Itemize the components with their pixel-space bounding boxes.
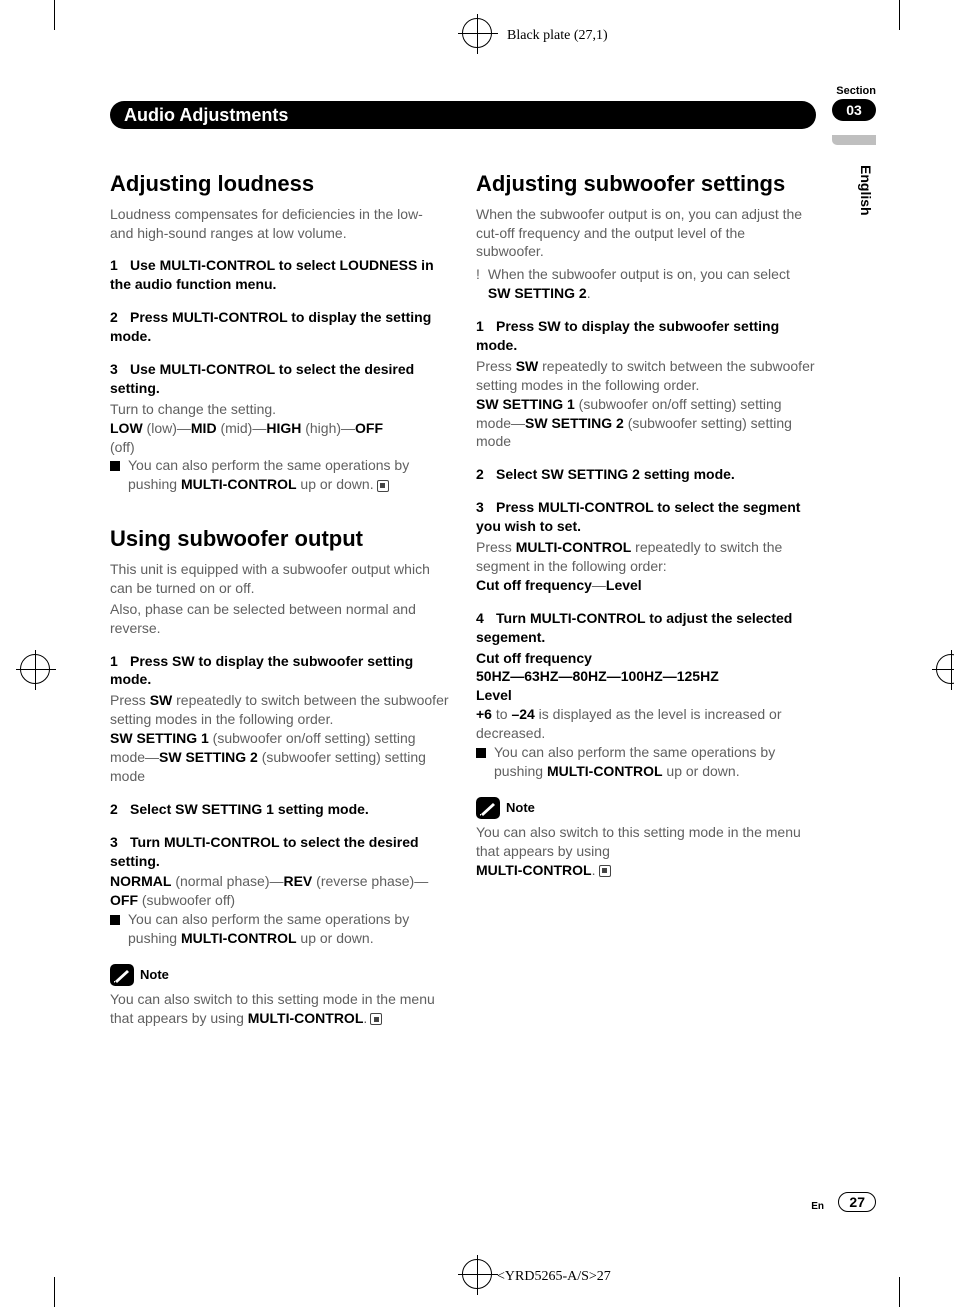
step-1b: 1Press SW to display the subwoofer setti… <box>110 652 450 690</box>
step-4c: 4Turn MULTI-CONTROL to adjust the select… <box>476 609 816 647</box>
heading-loudness: Adjusting loudness <box>110 169 450 199</box>
intro-b1: This unit is equipped with a subwoofer o… <box>110 560 450 598</box>
step-3c-body: Press MULTI-CONTROL repeatedly to switch… <box>476 538 816 576</box>
page-frame: Section 03 English Audio Adjustments Adj… <box>80 65 876 1242</box>
step-3c-seq: Cut off frequency—Level <box>476 576 816 595</box>
bullet-b: You can also perform the same operations… <box>110 910 450 948</box>
black-plate-label: Black plate (27,1) <box>507 28 608 44</box>
step-3a: 3Use MULTI-CONTROL to select the desired… <box>110 360 450 398</box>
heading-subwoofer-output: Using subwoofer output <box>110 524 450 554</box>
step-4c-range: +6 to –24 is displayed as the level is i… <box>476 705 816 743</box>
step-1b-modes: SW SETTING 1 (subwoofer on/off setting) … <box>110 729 450 786</box>
note-icon <box>476 797 500 819</box>
crop-marks-bottom <box>0 1267 954 1307</box>
gray-tab <box>832 135 876 145</box>
chapter-bar: Audio Adjustments <box>110 101 816 129</box>
bullet-c: You can also perform the same operations… <box>476 743 816 781</box>
note-c-text: You can also switch to this setting mode… <box>476 823 816 880</box>
chapter-title: Audio Adjustments <box>110 101 816 129</box>
heading-subwoofer-settings: Adjusting subwoofer settings <box>476 169 816 199</box>
step-4c-cof-label: Cut off frequency <box>476 649 816 668</box>
content-area: Adjusting loudness Loudness compensates … <box>110 165 816 1172</box>
note-heading-c: Note <box>476 797 816 819</box>
page-language: En <box>811 1201 824 1212</box>
crop-mark-right <box>896 654 936 694</box>
step-3b-options: NORMAL (normal phase)—REV (reverse phase… <box>110 872 450 910</box>
bullet-a: You can also perform the same operations… <box>110 456 450 494</box>
section-number: 03 <box>832 99 876 121</box>
intro-loudness: Loudness compensates for deficiencies in… <box>110 205 450 243</box>
right-column: Adjusting subwoofer settings When the su… <box>476 165 816 1172</box>
step-4c-lvl-label: Level <box>476 686 816 705</box>
square-bullet-icon <box>110 461 120 471</box>
end-icon <box>377 480 389 492</box>
step-3c: 3Press MULTI-CONTROL to select the segme… <box>476 498 816 536</box>
language-tab: English <box>858 165 874 216</box>
crop-mark-left <box>20 654 60 694</box>
note-icon <box>110 964 134 986</box>
step-4c-freq: 50HZ—63HZ—80HZ—100HZ—125HZ <box>476 667 816 686</box>
page-number: 27 <box>838 1192 876 1212</box>
crop-marks-top <box>0 0 954 40</box>
step-2c: 2Select SW SETTING 2 setting mode. <box>476 465 816 484</box>
step-1c-body: Press SW repeatedly to switch between th… <box>476 357 816 395</box>
step-3b: 3Turn MULTI-CONTROL to select the desire… <box>110 833 450 871</box>
step-1c-modes: SW SETTING 1 (subwoofer on/off setting) … <box>476 395 816 452</box>
step-3a-body: Turn to change the setting. <box>110 400 450 419</box>
left-column: Adjusting loudness Loudness compensates … <box>110 165 450 1172</box>
note-b-text: You can also switch to this setting mode… <box>110 990 450 1028</box>
step-1c: 1Press SW to display the subwoofer setti… <box>476 317 816 355</box>
note-heading-b: Note <box>110 964 450 986</box>
end-icon <box>599 865 611 877</box>
step-1a: 1Use MULTI-CONTROL to select LOUDNESS in… <box>110 256 450 294</box>
step-2a: 2Press MULTI-CONTROL to display the sett… <box>110 308 450 346</box>
section-label: Section <box>836 85 876 97</box>
intro-b2: Also, phase can be selected between norm… <box>110 600 450 638</box>
square-bullet-icon <box>476 748 486 758</box>
step-2b: 2Select SW SETTING 1 setting mode. <box>110 800 450 819</box>
end-icon <box>370 1013 382 1025</box>
square-bullet-icon <box>110 915 120 925</box>
intro-c: When the subwoofer output is on, you can… <box>476 205 816 262</box>
step-3a-options: LOW (low)—MID (mid)—HIGH (high)—OFF (off… <box>110 419 450 457</box>
dot-c: ! When the subwoofer output is on, you c… <box>476 265 816 303</box>
step-1b-body: Press SW repeatedly to switch between th… <box>110 691 450 729</box>
